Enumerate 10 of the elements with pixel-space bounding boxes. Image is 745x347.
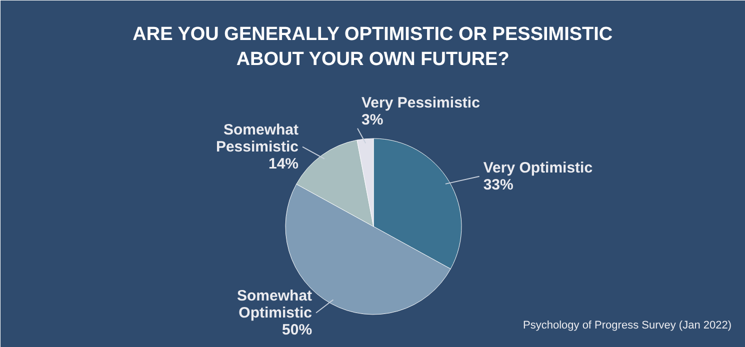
data-label: 14%: [268, 155, 299, 172]
chart-title: ARE YOU GENERALLY OPTIMISTIC OR PESSIMISTIC ABOUT YOUR OWN FUTURE?: [132, 24, 613, 70]
data-label: 50%: [282, 321, 312, 338]
slice-label: Very Pessimistic: [361, 94, 480, 112]
data-label: 3%: [361, 111, 384, 128]
text: Psychology of Progress Survey (Jan 2022): [523, 320, 732, 332]
slice-label: Very Optimistic: [483, 159, 593, 176]
slice-label: Somewhat Pessimistic: [216, 121, 299, 156]
data-label: 33%: [483, 176, 514, 194]
slice-label: Somewhat Optimistic: [237, 287, 312, 322]
